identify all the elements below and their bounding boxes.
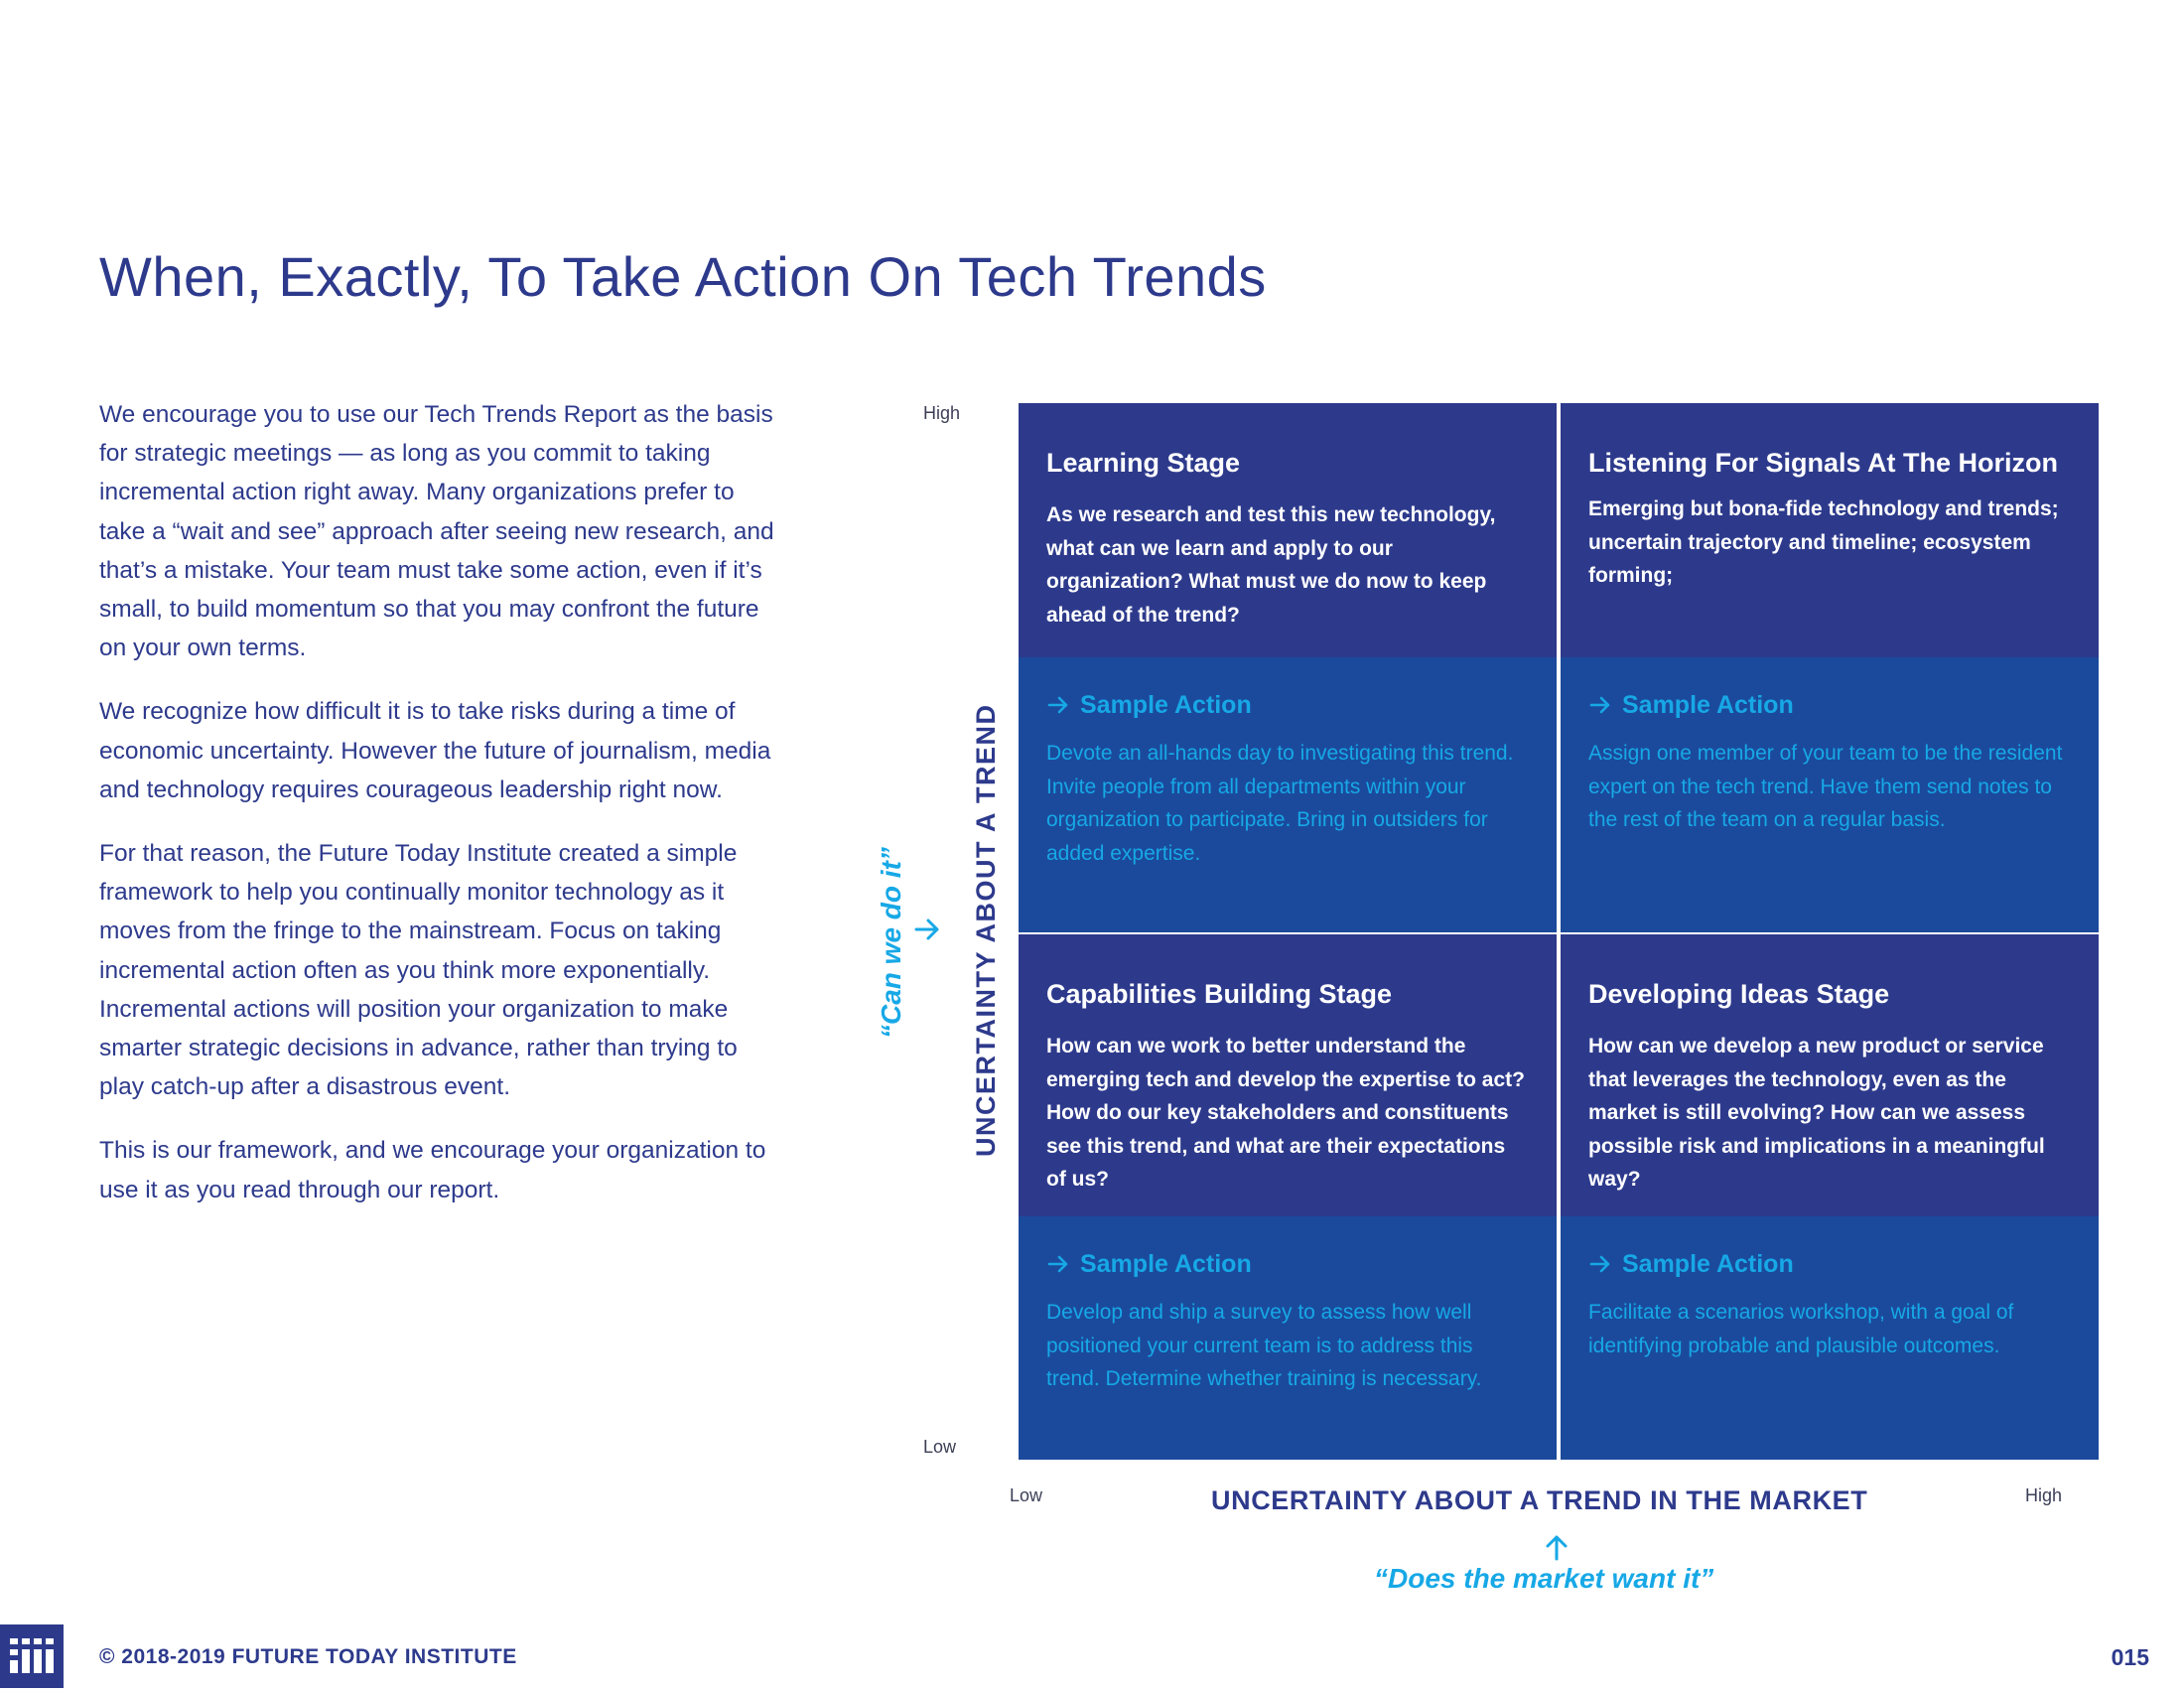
sample-action-text: Facilitate a scenarios workshop, with a … [1588, 1301, 2014, 1357]
x-axis-quote: “Does the market want it” [1374, 1563, 1714, 1594]
sample-action-label: Sample Action [1622, 1250, 1794, 1278]
quadrant-learning-stage: Learning Stage As we research and test t… [1019, 403, 1557, 657]
quadrant-capabilities-building: Capabilities Building Stage How can we w… [1019, 934, 1557, 1216]
y-axis-high-label: High [923, 403, 961, 423]
y-axis-low-label: Low [923, 1437, 957, 1457]
sample-action-label: Sample Action [1080, 1250, 1252, 1278]
intro-paragraph: We recognize how difficult it is to take… [99, 698, 771, 803]
intro-text: We encourage you to use our Tech Trends … [99, 395, 774, 1234]
sample-action-heading: Sample Action [1588, 687, 2071, 723]
fti-logo [0, 1624, 64, 1688]
logo-icon [10, 1638, 54, 1673]
intro-paragraph: For that reason, the Future Today Instit… [99, 840, 738, 1101]
arrow-right-icon [1047, 1255, 1068, 1273]
quadrant-title: Capabilities Building Stage [1046, 979, 1393, 1009]
intro-paragraph: This is our framework, and we encourage … [99, 1137, 766, 1203]
sample-action-text: Assign one member of your team to be the… [1588, 742, 2063, 831]
arrow-right-icon [1047, 696, 1068, 714]
quadrant-title: Developing Ideas Stage [1588, 979, 1890, 1009]
x-axis-label: UNCERTAINTY ABOUT A TREND IN THE MARKET [1211, 1485, 1868, 1515]
arrow-right-icon [1589, 1255, 1610, 1273]
sample-action-capabilities: Sample Action Develop and ship a survey … [1019, 1216, 1557, 1460]
quadrant-title: Listening For Signals At The Horizon [1588, 448, 2059, 478]
framework-matrix: Learning Stage As we research and test t… [1019, 403, 2099, 1460]
y-axis-quote: “Can we do it” [876, 847, 906, 1039]
sample-action-heading: Sample Action [1046, 687, 1529, 723]
sample-action-listening: Sample Action Assign one member of your … [1561, 657, 2099, 932]
quadrant-developing-ideas: Developing Ideas Stage How can we develo… [1561, 934, 2099, 1216]
x-axis-low-label: Low [1010, 1485, 1043, 1505]
quadrant-listening-for-signals: Listening For Signals At The Horizon Eme… [1561, 403, 2099, 657]
x-axis-high-label: High [2025, 1485, 2063, 1505]
arrow-up-icon [1546, 1535, 1568, 1561]
arrow-right-icon [1589, 696, 1610, 714]
sample-action-label: Sample Action [1622, 691, 1794, 719]
y-axis-label: UNCERTAINTY ABOUT A TREND [971, 703, 1001, 1158]
sample-action-heading: Sample Action [1046, 1246, 1529, 1282]
page-title: When, Exactly, To Take Action On Tech Tr… [99, 245, 1267, 308]
footer-copyright: © 2018-2019 FUTURE TODAY INSTITUTE [99, 1645, 517, 1668]
arrow-right-icon [914, 918, 939, 940]
sample-action-learning: Sample Action Devote an all-hands day to… [1019, 657, 1557, 932]
sample-action-heading: Sample Action [1588, 1246, 2071, 1282]
quadrant-description: Emerging but bona-fide technology and tr… [1588, 497, 2059, 587]
quadrant-description: As we research and test this new technol… [1046, 503, 1496, 627]
page-number: 015 [2111, 1644, 2149, 1670]
sample-action-text: Devote an all-hands day to investigating… [1046, 742, 1514, 865]
quadrant-title: Learning Stage [1046, 448, 1241, 478]
intro-paragraph: We encourage you to use our Tech Trends … [99, 401, 774, 662]
sample-action-text: Develop and ship a survey to assess how … [1046, 1301, 1482, 1390]
quadrant-description: How can we develop a new product or serv… [1588, 1035, 2045, 1191]
sample-action-developing: Sample Action Facilitate a scenarios wor… [1561, 1216, 2099, 1460]
quadrant-description: How can we work to better understand the… [1046, 1035, 1525, 1191]
sample-action-label: Sample Action [1080, 691, 1252, 719]
